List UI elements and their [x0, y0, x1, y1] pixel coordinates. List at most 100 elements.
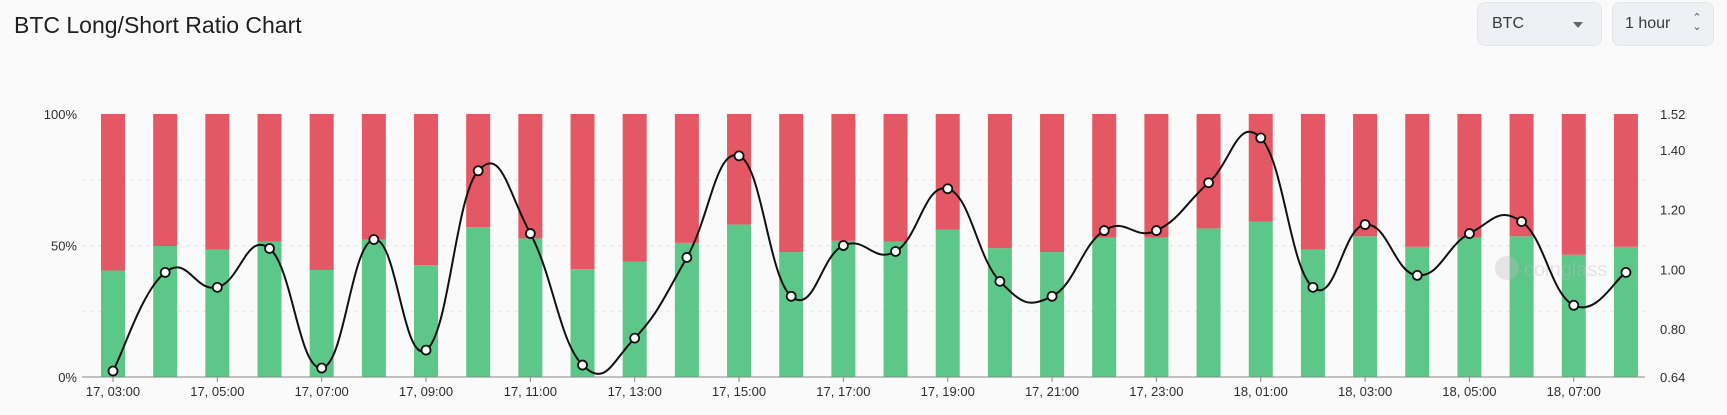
ratio-point[interactable]	[1464, 228, 1475, 239]
ratio-point[interactable]	[420, 344, 432, 356]
coin-select[interactable]: BTC	[1477, 2, 1602, 46]
interval-select[interactable]: 1 hour ⌃ ⌄	[1612, 2, 1714, 46]
long-bar[interactable]	[1457, 237, 1482, 377]
short-bar[interactable]	[1144, 114, 1169, 238]
ratio-point[interactable]	[211, 281, 223, 293]
ratio-point[interactable]	[1359, 219, 1371, 230]
short-bar[interactable]	[309, 114, 334, 270]
ratio-point[interactable]	[316, 362, 328, 374]
ratio-point[interactable]	[1255, 132, 1267, 144]
short-bar[interactable]	[1561, 114, 1586, 255]
ratio-point[interactable]	[994, 275, 1006, 287]
short-bar[interactable]	[935, 114, 960, 230]
long-bar[interactable]	[779, 252, 804, 377]
short-bar[interactable]	[1300, 114, 1325, 250]
short-bar[interactable]	[153, 114, 178, 247]
long-bar[interactable]	[883, 241, 908, 377]
long-bar[interactable]	[1509, 236, 1534, 377]
long-bar[interactable]	[1405, 246, 1430, 377]
long-bar[interactable]	[257, 241, 282, 377]
long-bar[interactable]	[309, 269, 334, 377]
short-bar[interactable]	[674, 114, 699, 243]
short-bar[interactable]	[1040, 114, 1065, 253]
short-bar[interactable]	[570, 114, 595, 270]
watermark-text: coinglass	[1524, 259, 1607, 281]
long-bar[interactable]	[1613, 246, 1638, 377]
short-bar[interactable]	[883, 114, 908, 242]
y-right-tick-label: 1.00	[1660, 262, 1685, 277]
ratio-point[interactable]	[1046, 290, 1058, 302]
long-bar[interactable]	[101, 270, 125, 377]
ratio-point[interactable]	[837, 240, 849, 251]
long-bar[interactable]	[1353, 236, 1378, 377]
ratio-point[interactable]	[1307, 281, 1319, 293]
ratio-point[interactable]	[1411, 269, 1423, 281]
long-bar[interactable]	[153, 246, 178, 377]
ratio-point[interactable]	[1568, 299, 1580, 311]
ratio-point[interactable]	[1516, 216, 1527, 227]
long-bar[interactable]	[414, 265, 439, 377]
ratio-point[interactable]	[159, 266, 171, 278]
ratio-point[interactable]	[368, 234, 380, 245]
long-bar[interactable]	[727, 224, 752, 377]
short-bar[interactable]	[518, 114, 543, 239]
short-bar[interactable]	[205, 114, 230, 250]
long-bar[interactable]	[1248, 221, 1273, 377]
ratio-point[interactable]	[524, 228, 536, 239]
y-axis-right: 0.64 0.80 1.00 1.20 1.40 1.52	[1660, 107, 1685, 385]
long-bar[interactable]	[361, 239, 386, 377]
long-bar[interactable]	[622, 261, 647, 377]
ratio-point[interactable]	[629, 332, 641, 344]
ratio-point[interactable]	[1151, 225, 1162, 236]
ratio-point[interactable]	[733, 150, 745, 162]
ratio-point[interactable]	[681, 252, 693, 263]
short-bar[interactable]	[727, 114, 752, 225]
ratio-point[interactable]	[1098, 225, 1110, 236]
short-bar[interactable]	[1457, 114, 1482, 238]
chart-bars	[101, 114, 1638, 377]
short-bar[interactable]	[622, 114, 647, 262]
ratio-point[interactable]	[577, 359, 588, 371]
short-bar[interactable]	[779, 114, 804, 253]
ratio-point[interactable]	[107, 365, 119, 377]
ratio-point[interactable]	[785, 290, 797, 302]
long-bar[interactable]	[205, 249, 230, 377]
short-bar[interactable]	[414, 114, 439, 266]
long-bar[interactable]	[1144, 237, 1169, 377]
long-bar[interactable]	[1196, 228, 1221, 377]
long-bar[interactable]	[831, 240, 856, 377]
coin-select-value: BTC	[1492, 15, 1524, 32]
short-bar[interactable]	[1405, 114, 1430, 247]
short-bar[interactable]	[101, 114, 125, 271]
long-bar[interactable]	[1092, 237, 1117, 377]
long-bar[interactable]	[1040, 252, 1065, 377]
short-bar[interactable]	[1092, 114, 1117, 238]
ratio-point[interactable]	[890, 246, 901, 257]
long-bar[interactable]	[1300, 249, 1325, 377]
short-bar[interactable]	[361, 114, 386, 240]
short-bar[interactable]	[257, 114, 282, 242]
long-bar[interactable]	[570, 269, 595, 377]
long-bar[interactable]	[1561, 254, 1586, 377]
ratio-point[interactable]	[942, 183, 954, 195]
long-bar[interactable]	[674, 242, 699, 377]
long-bar[interactable]	[466, 227, 491, 377]
x-tick-label: 17, 17:00	[816, 384, 870, 399]
long-bar[interactable]	[987, 248, 1012, 377]
ratio-point[interactable]	[1620, 266, 1632, 278]
short-bar[interactable]	[1613, 114, 1638, 247]
ratio-point[interactable]	[472, 165, 484, 177]
long-bar[interactable]	[518, 238, 543, 377]
short-bar[interactable]	[1509, 114, 1534, 237]
short-bar[interactable]	[1248, 114, 1273, 222]
caret-down-icon	[1573, 22, 1583, 28]
x-tick-label: 17, 15:00	[712, 384, 766, 399]
short-bar[interactable]	[987, 114, 1012, 249]
long-bar[interactable]	[935, 229, 960, 377]
short-bar[interactable]	[1353, 114, 1378, 237]
ratio-point[interactable]	[1203, 177, 1214, 189]
ratio-point[interactable]	[264, 243, 275, 254]
short-bar[interactable]	[831, 114, 856, 241]
short-bar[interactable]	[1196, 114, 1221, 229]
